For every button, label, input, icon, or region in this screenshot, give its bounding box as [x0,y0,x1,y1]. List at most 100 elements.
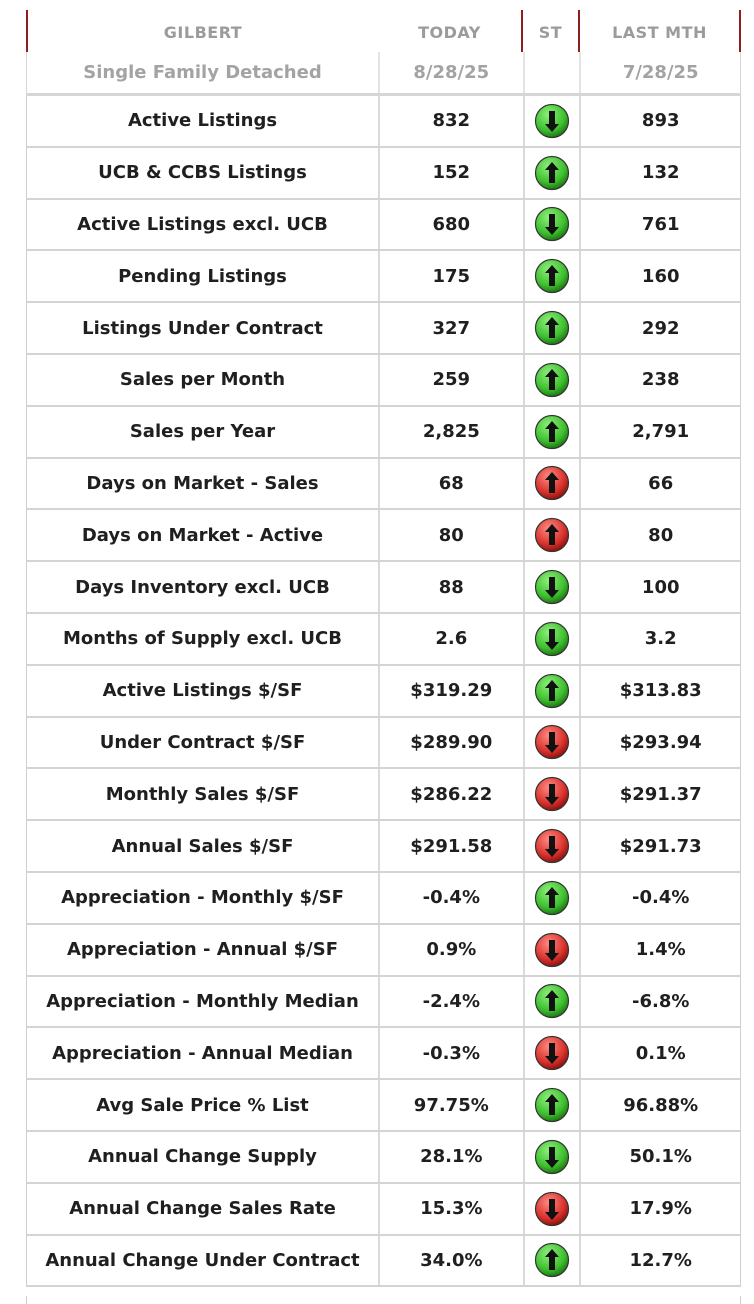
green-up-arrow-icon [534,362,570,398]
status-cell [522,1131,580,1182]
green-down-arrow-icon [534,103,570,139]
green-up-arrow-icon [534,414,570,450]
status-cell [522,303,580,353]
table-row: Sales per Year 2,825 2,791 [26,406,741,459]
last-month-value: 50.1% [579,1131,740,1182]
status-cell [522,562,580,612]
green-down-arrow-icon [534,621,570,657]
green-down-arrow-icon [534,569,570,605]
table-row: Appreciation - Monthly $/SF -0.4% -0.4% [26,872,741,925]
metric-label: Days Inventory excl. UCB [75,576,330,598]
table-row: Annual Change Sales Rate 15.3% 17.9% [26,1183,741,1236]
header-today: TODAY [378,10,523,52]
status-cell [522,458,580,509]
status-cell [522,510,580,561]
last-month-value: 96.88% [579,1080,740,1130]
last-month-value: 0.1% [579,1028,740,1079]
today-value: 175 [378,251,523,302]
red-down-arrow-icon [534,1035,570,1071]
green-up-arrow-icon [534,310,570,346]
metric-label: Under Contract $/SF [99,731,306,753]
today-value: 88 [378,562,523,612]
metric-label: UCB & CCBS Listings [98,162,307,184]
status-cell [522,769,580,820]
table-row: Avg Sale Price % List 97.75% 96.88% [26,1080,741,1132]
last-month-value: 2,791 [579,406,740,457]
green-up-arrow-icon [534,673,570,709]
status-cell [522,406,580,457]
metric-label: Appreciation - Annual Median [52,1042,353,1064]
table-row: Days on Market - Active 80 80 [26,510,741,563]
metric-label: Active Listings excl. UCB [77,213,328,235]
table-row: Annual Change Under Contract 34.0% 12.7% [26,1235,741,1288]
table-row: UCB & CCBS Listings 152 132 [26,147,741,200]
status-cell [522,199,580,250]
green-up-arrow-icon [534,1087,570,1123]
table-row: Appreciation - Annual Median -0.3% 0.1% [26,1028,741,1081]
today-value: 2,825 [378,406,523,457]
red-down-arrow-icon [534,828,570,864]
header-status: ST [523,10,580,52]
table-row: Appreciation - Annual $/SF 0.9% 1.4% [26,924,741,977]
today-value: 152 [378,147,523,198]
table-row: Days Inventory excl. UCB 88 100 [26,562,741,614]
table-row: Annual Sales $/SF $291.58 $291.73 [26,821,741,873]
last-month-value: 893 [579,96,740,146]
today-value: 68 [378,458,523,509]
red-down-arrow-icon [534,776,570,812]
red-down-arrow-icon [534,1191,570,1227]
table-row: Under Contract $/SF $289.90 $293.94 [26,717,741,770]
table-body: Active Listings 832 893 UCB & CCBS Listings… [26,96,741,1288]
today-value: 97.75% [378,1080,523,1130]
metric-label: Annual Sales $/SF [111,835,294,857]
last-month-value: -0.4% [579,872,740,923]
table-header: GILBERT TODAY ST LAST MTH [26,10,741,52]
red-up-arrow-icon [534,517,570,553]
table-subheader: Single Family Detached 8/28/25 7/28/25 [26,52,741,96]
green-down-arrow-icon [534,1139,570,1175]
table-row: Months of Supply excl. UCB 2.6 3.2 [26,613,741,666]
today-value: -2.4% [378,976,523,1027]
metric-label: Monthly Sales $/SF [105,783,300,805]
today-value: $286.22 [378,769,523,820]
status-cell [522,665,580,716]
status-cell [522,1235,580,1286]
today-date: 8/28/25 [378,52,523,93]
last-month-value: 1.4% [579,924,740,975]
metric-label: Appreciation - Monthly $/SF [61,887,344,909]
table-row: Active Listings excl. UCB 680 761 [26,199,741,252]
last-month-value: $313.83 [579,665,740,716]
table-row: Active Listings $/SF $319.29 $313.83 [26,665,741,718]
today-value: 34.0% [378,1235,523,1286]
today-value: 832 [378,96,523,146]
table-row: Appreciation - Monthly Median -2.4% -6.8% [26,976,741,1029]
last-month-value: 238 [579,354,740,405]
metric-label: Sales per Month [119,369,286,391]
status-cell [522,251,580,302]
header-last-month: LAST MTH [580,10,741,52]
today-value: 80 [378,510,523,561]
green-up-arrow-icon [534,880,570,916]
status-cell [522,872,580,923]
property-type: Single Family Detached [83,62,322,83]
today-value: -0.4% [378,872,523,923]
last-month-value: 100 [579,562,740,612]
green-up-arrow-icon [534,983,570,1019]
table-row: Active Listings 832 893 [26,96,741,148]
today-value: 327 [378,303,523,353]
table-continuation [26,1296,741,1304]
market-stats-table: GILBERT TODAY ST LAST MTH Single Family … [26,10,741,1288]
table-row: Pending Listings 175 160 [26,251,741,304]
green-up-arrow-icon [534,1242,570,1278]
last-month-value: -6.8% [579,976,740,1027]
table-row: Monthly Sales $/SF $286.22 $291.37 [26,769,741,822]
today-value: $289.90 [378,717,523,768]
today-value: 2.6 [378,613,523,664]
metric-label: Days on Market - Sales [86,472,319,494]
red-down-arrow-icon [534,932,570,968]
last-month-value: 80 [579,510,740,561]
metric-label: Active Listings [127,110,278,132]
metric-label: Annual Change Sales Rate [69,1198,336,1220]
today-value: 259 [378,354,523,405]
